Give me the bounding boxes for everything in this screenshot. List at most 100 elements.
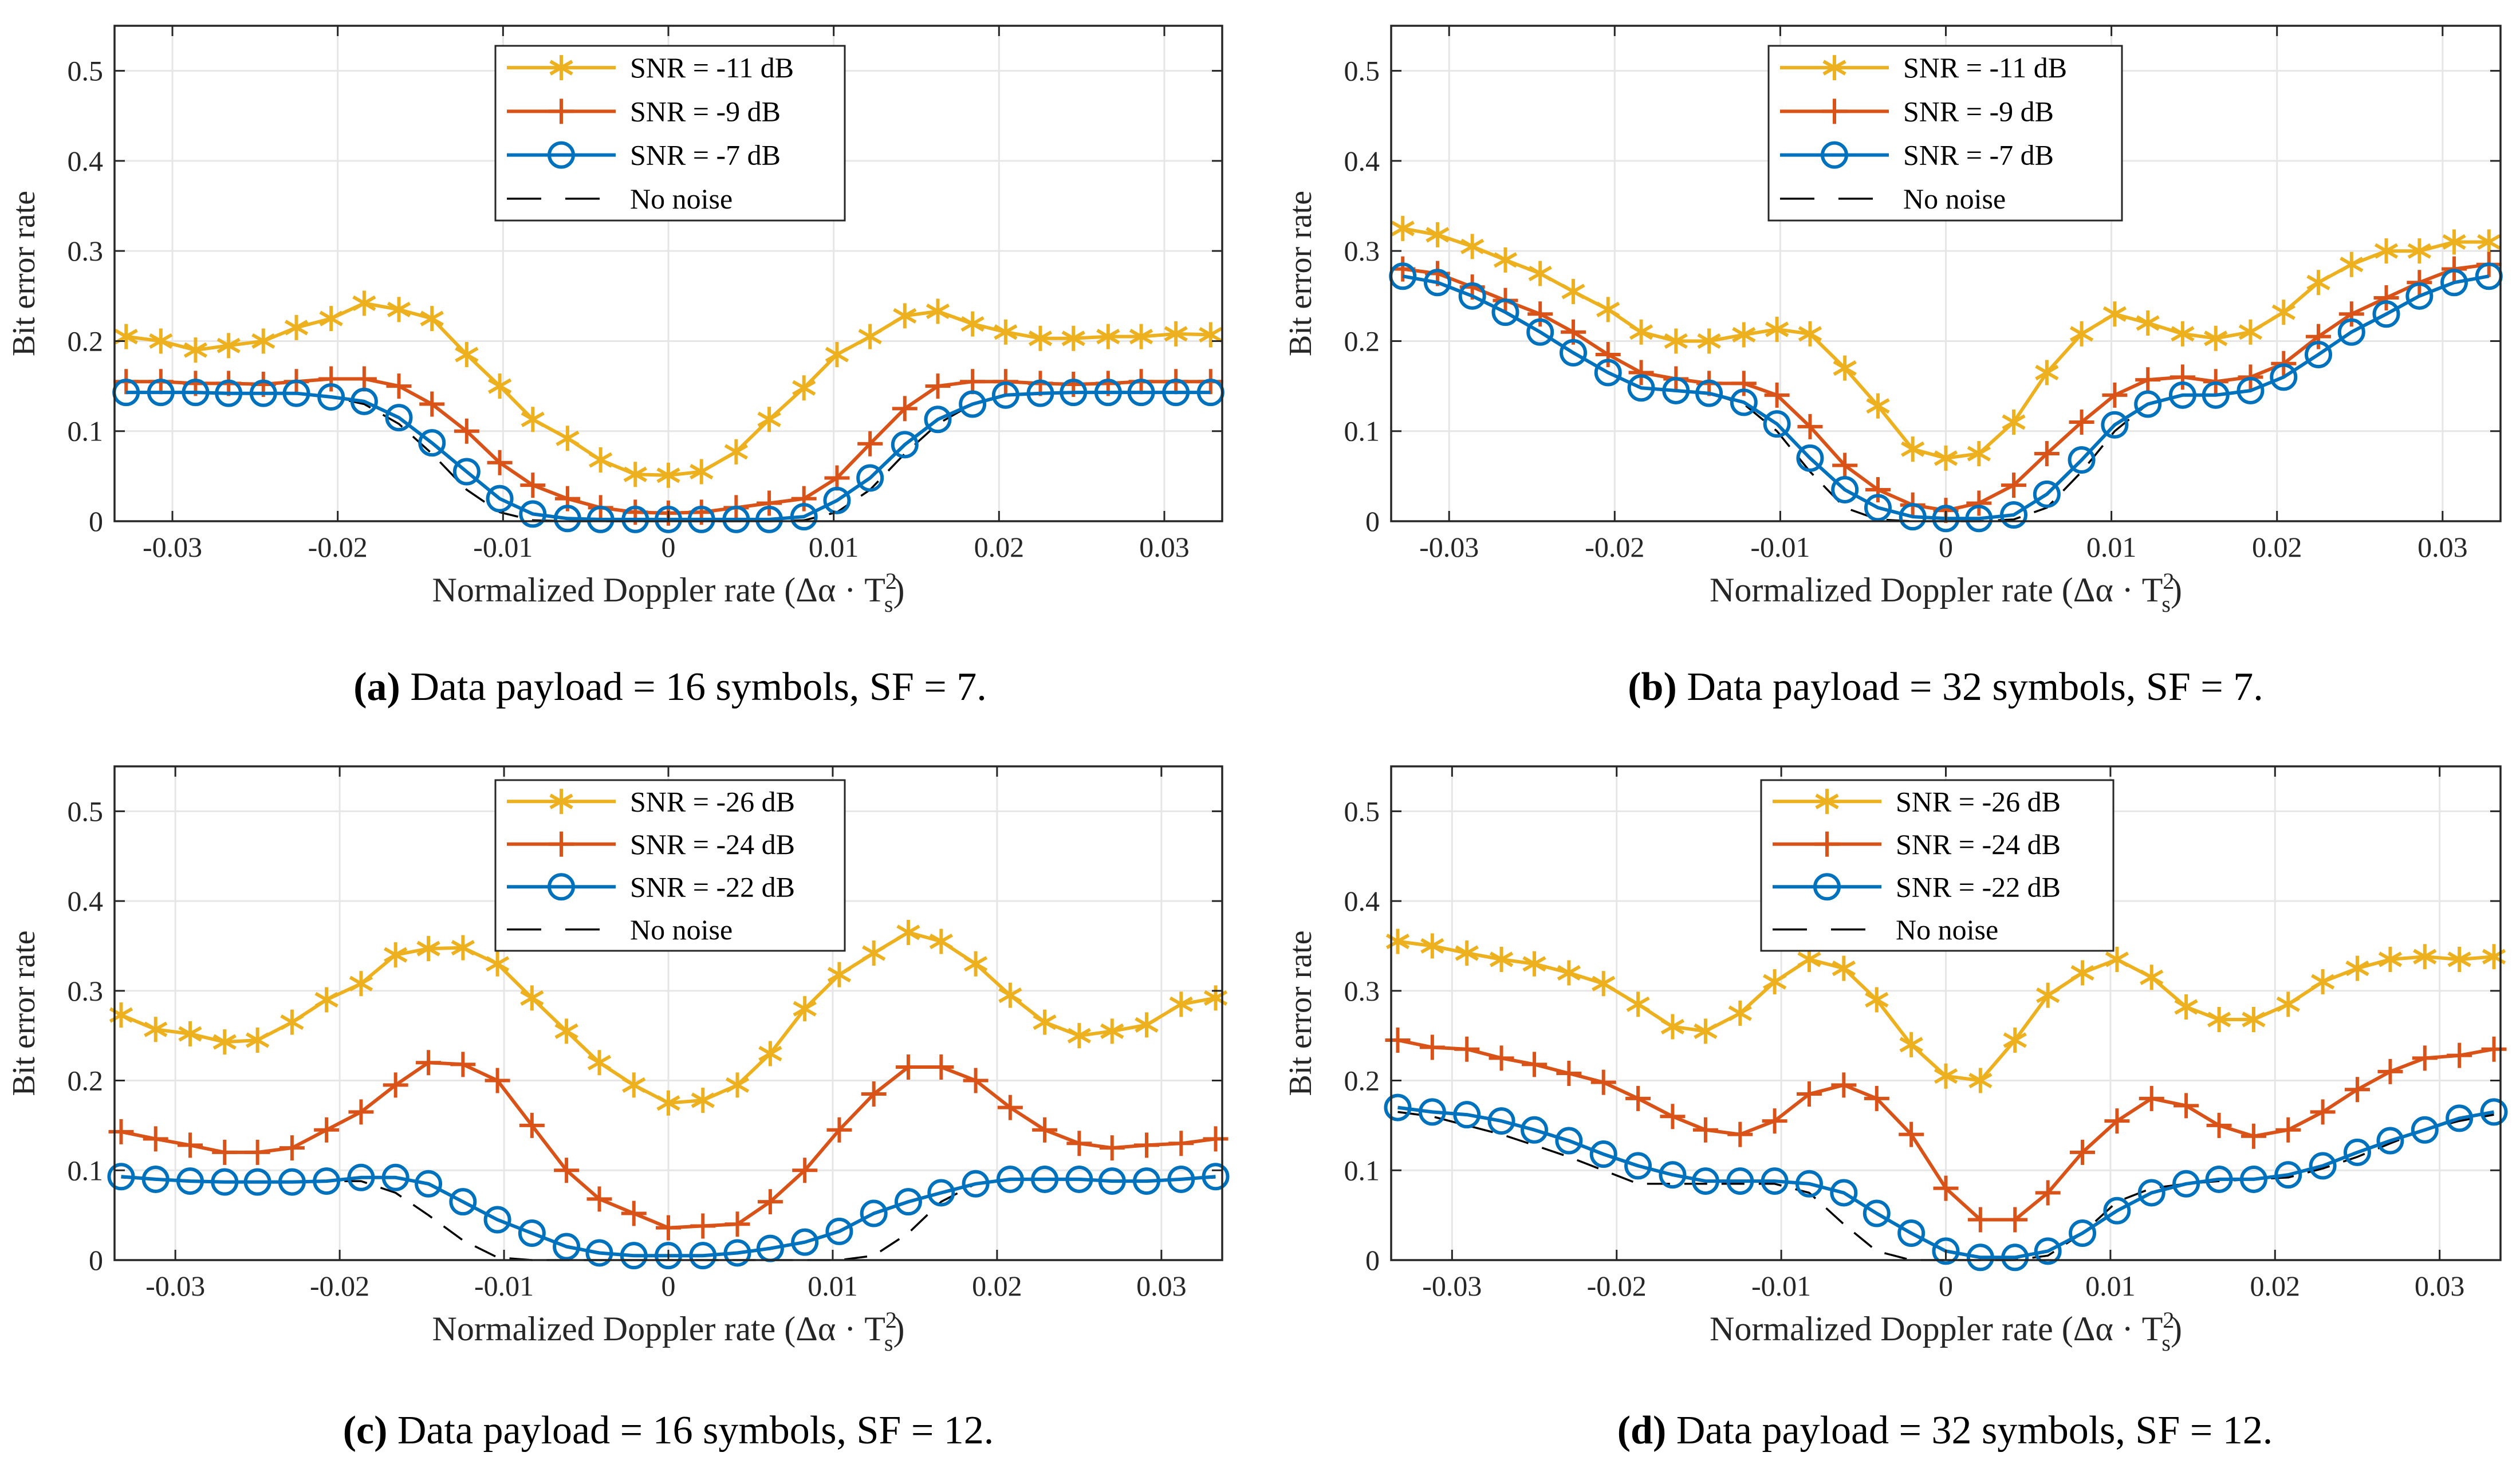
data-point-s2 bbox=[2139, 1085, 2164, 1111]
data-point-s3 bbox=[755, 505, 783, 533]
data-point-s3 bbox=[1526, 318, 1554, 346]
data-point-s1 bbox=[725, 1072, 750, 1098]
data-point-s3 bbox=[655, 1242, 682, 1270]
data-point-s2 bbox=[1864, 1085, 1889, 1111]
x-tick-label: 0.03 bbox=[1136, 1270, 1187, 1302]
x-tick-label: 0.02 bbox=[2250, 1270, 2301, 1302]
data-point-s1 bbox=[183, 337, 208, 363]
data-point-s2 bbox=[1797, 414, 1823, 439]
y-axis-label: Bit error rate bbox=[6, 930, 42, 1096]
data-point-s3 bbox=[1726, 1167, 1754, 1195]
data-point-s2 bbox=[2102, 382, 2128, 408]
data-point-s3 bbox=[2480, 1098, 2508, 1126]
legend-marker-s1 bbox=[549, 789, 573, 814]
data-point-s1 bbox=[2171, 321, 2195, 347]
legend-label: SNR = -9 dB bbox=[1903, 95, 2054, 127]
y-tick-label: 0.2 bbox=[1344, 1065, 1380, 1097]
ticks: -0.03 -0.02 -0.01 0 0.01 0.02 0.03 0 0.1 0.2 0.3 0.… bbox=[1344, 26, 2501, 563]
data-point-s1 bbox=[587, 1050, 612, 1076]
data-point-s1 bbox=[758, 1041, 782, 1066]
data-point-s3 bbox=[1060, 379, 1088, 407]
data-point-s3 bbox=[1133, 1167, 1161, 1195]
data-point-s2 bbox=[1628, 360, 1654, 385]
data-point-s3 bbox=[791, 1228, 819, 1256]
x-tick-label: -0.03 bbox=[145, 1270, 205, 1302]
legend-marker-s3 bbox=[1813, 873, 1841, 901]
ticks: -0.03 -0.02 -0.01 0 0.01 0.02 0.03 0 0.1 0.2 0.3 0.… bbox=[1344, 766, 2501, 1302]
data-point-s2 bbox=[1899, 1121, 1924, 1147]
data-point-s2 bbox=[792, 1158, 818, 1183]
legend-box bbox=[1767, 45, 2123, 222]
data-point-s3 bbox=[689, 1242, 717, 1270]
data-point-s1 bbox=[149, 328, 173, 354]
data-point-s2 bbox=[1168, 1131, 1194, 1156]
data-point-s3 bbox=[2270, 363, 2298, 391]
data-point-s3 bbox=[1624, 1152, 1652, 1180]
data-point-s2 bbox=[2310, 1099, 2336, 1125]
legend-marker-s2 bbox=[549, 831, 574, 857]
x-tick-label: 0.01 bbox=[808, 1270, 858, 1302]
caption-label: (a) bbox=[353, 665, 400, 709]
x-axis-label-sup: 2 bbox=[885, 568, 897, 594]
x-tick-label: -0.03 bbox=[1419, 531, 1479, 563]
legend-box bbox=[1760, 779, 2115, 952]
data-point-s2 bbox=[212, 1139, 238, 1165]
data-point-s2 bbox=[824, 465, 850, 491]
x-axis-label-end: ) bbox=[893, 1310, 904, 1348]
data-point-s1 bbox=[690, 459, 714, 485]
data-point-s1 bbox=[387, 297, 411, 322]
data-point-s2 bbox=[1556, 1061, 1582, 1087]
data-point-s3 bbox=[1897, 1219, 1926, 1247]
data-point-s3 bbox=[1094, 379, 1122, 407]
x-tick-label: -0.03 bbox=[143, 531, 202, 563]
data-point-s3 bbox=[2103, 1197, 2131, 1225]
data-point-s3 bbox=[894, 1188, 922, 1216]
data-point-s3 bbox=[1966, 1243, 1994, 1272]
legend-marker-s2 bbox=[1822, 99, 1847, 124]
data-point-s3 bbox=[141, 1165, 170, 1193]
data-point-s3 bbox=[2168, 381, 2196, 409]
data-point-s2 bbox=[386, 373, 412, 399]
legend-label: No noise bbox=[630, 183, 733, 215]
data-point-s3 bbox=[790, 503, 818, 531]
data-point-s3 bbox=[449, 1188, 477, 1216]
data-point-s2 bbox=[1099, 1135, 1125, 1161]
legend-marker-s3 bbox=[1821, 141, 1848, 169]
subplot-c: -0.03 -0.02 -0.01 0 0.01 0.02 0.03 0 0.1 0.2 0.3 0.… bbox=[6, 765, 1230, 1453]
x-tick-label: -0.03 bbox=[1422, 1270, 1482, 1302]
data-point-s2 bbox=[925, 373, 951, 399]
data-point-s2 bbox=[450, 1052, 476, 1077]
data-point-s1 bbox=[2276, 991, 2300, 1017]
data-point-s3 bbox=[1796, 444, 1824, 472]
data-point-s1 bbox=[2002, 410, 2026, 435]
data-point-s3 bbox=[2405, 282, 2434, 310]
data-point-s2 bbox=[1522, 1052, 1548, 1077]
data-point-s2 bbox=[1625, 1085, 1651, 1111]
markers-s3 bbox=[1384, 1093, 2508, 1272]
y-tick-label: 0.4 bbox=[68, 145, 104, 177]
data-point-s2 bbox=[757, 490, 782, 516]
data-point-s2 bbox=[963, 1068, 989, 1093]
data-point-s3 bbox=[1453, 1101, 1481, 1129]
data-point-s1 bbox=[1967, 441, 1991, 467]
data-point-s1 bbox=[623, 462, 647, 487]
data-point-s1 bbox=[1697, 328, 1721, 354]
data-point-s2 bbox=[1727, 1121, 1753, 1147]
legend-label: SNR = -22 dB bbox=[630, 871, 795, 903]
data-point-s2 bbox=[1660, 1104, 1686, 1130]
data-point-s3 bbox=[1098, 1167, 1126, 1195]
data-point-s2 bbox=[348, 1099, 374, 1125]
data-point-s1 bbox=[793, 996, 817, 1022]
x-axis-label: Normalized Doppler rate (Δα · T2 s) bbox=[432, 568, 905, 617]
data-point-s3 bbox=[2202, 381, 2230, 409]
legend-label: SNR = -7 dB bbox=[630, 139, 781, 171]
data-point-s1 bbox=[589, 447, 613, 473]
data-point-s3 bbox=[415, 1170, 443, 1198]
data-point-s3 bbox=[452, 458, 481, 486]
subplot-a: -0.03 -0.02 -0.01 0 0.01 0.02 0.03 0 0.1 0.2 0.3 0.… bbox=[6, 25, 1224, 709]
x-tick-label: 0.01 bbox=[809, 531, 859, 563]
data-point-s3 bbox=[2205, 1165, 2233, 1193]
data-point-s3 bbox=[2274, 1161, 2302, 1189]
data-point-s2 bbox=[416, 1050, 442, 1076]
markers-s3 bbox=[112, 379, 1224, 533]
